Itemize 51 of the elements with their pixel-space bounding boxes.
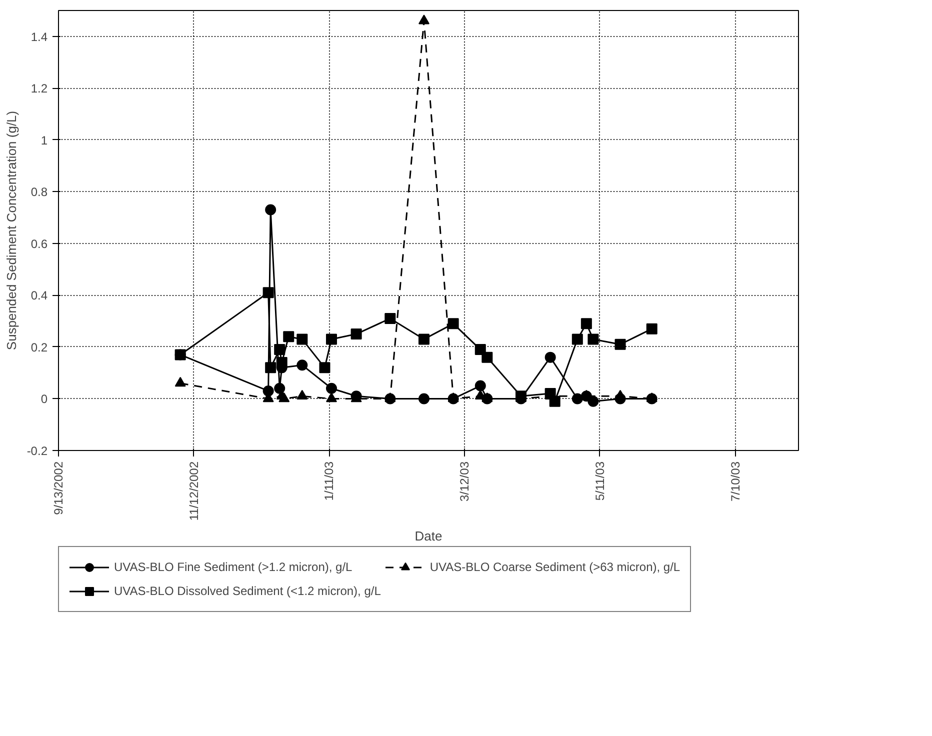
- point: [418, 393, 430, 404]
- point: [274, 344, 286, 356]
- y-tick-label: 0.2: [30, 340, 48, 354]
- legend-label: UVAS-BLO Coarse Sediment (>63 micron), g/L: [430, 560, 680, 574]
- point: [646, 323, 658, 334]
- point: [326, 392, 337, 402]
- point: [274, 382, 286, 394]
- x-tick-label: 3/12/03: [458, 461, 472, 502]
- point: [418, 334, 430, 345]
- x-tick-label: 11/12/2002: [186, 461, 201, 521]
- point: [296, 360, 308, 371]
- x-axis-title: Date: [414, 528, 442, 544]
- point: [265, 362, 276, 374]
- y-tick-label: 1: [40, 133, 48, 148]
- x-tick-label: 1/11/03: [322, 461, 336, 501]
- y-tick-label: 1.2: [30, 82, 48, 96]
- point: [588, 334, 599, 345]
- point: [265, 204, 276, 216]
- point: [384, 313, 396, 324]
- y-tick-label: 0: [40, 392, 48, 406]
- point: [474, 380, 486, 392]
- point: [262, 287, 274, 298]
- point: [326, 334, 337, 345]
- point: [174, 376, 186, 387]
- point: [572, 334, 583, 345]
- y-axis-title: Suspended Sediment Concentration (g/L): [4, 110, 19, 350]
- point: [544, 352, 556, 363]
- point: [319, 362, 330, 374]
- point: [549, 396, 560, 407]
- x-tick-label: 9/13/2002: [52, 461, 66, 515]
- point: [278, 392, 290, 402]
- point: [326, 382, 337, 394]
- point: [296, 390, 308, 400]
- y-tick-label: -0.2: [26, 444, 48, 458]
- point: [350, 328, 362, 340]
- x-tick-label: 7/10/03: [728, 461, 742, 502]
- point: [580, 318, 592, 330]
- legend-label: UVAS-BLO Dissolved Sediment (<1.2 micron), g/L: [114, 584, 381, 598]
- x-tick-label: 5/11/03: [592, 461, 607, 501]
- point: [448, 318, 459, 330]
- y-tick-label: 0.6: [30, 236, 48, 251]
- point: [296, 334, 308, 345]
- y-tick-label: 0.4: [30, 288, 48, 303]
- point: [276, 357, 288, 368]
- point: [482, 352, 493, 363]
- legend-label: UVAS-BLO Fine Sediment (>1.2 micron), g/L: [114, 560, 354, 574]
- point: [174, 349, 186, 360]
- y-tick-label: 1.4: [30, 30, 48, 44]
- y-tick-label: 0.8: [30, 185, 48, 200]
- point: [614, 338, 626, 350]
- point: [283, 331, 294, 342]
